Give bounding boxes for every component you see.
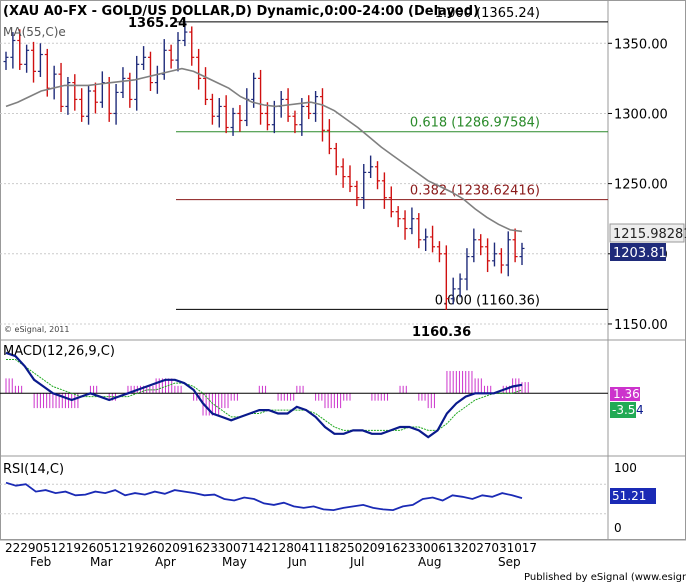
last-price-value: 1203.81 xyxy=(613,246,667,261)
ma-legend-label: MA(55,C)e xyxy=(3,25,66,39)
time-axis-day-label: 02 xyxy=(355,541,370,555)
time-axis-month-label: Jun xyxy=(287,555,307,569)
macd-last-value: 1.36 xyxy=(613,387,640,401)
chart-title: (XAU A0-FX - GOLD/US DOLLAR,D) Dynamic,0… xyxy=(3,4,479,19)
rsi-pane-title: RSI(14,C) xyxy=(3,462,64,477)
time-axis-day-label: 14 xyxy=(248,541,263,555)
time-axis-month-label: Jul xyxy=(349,555,364,569)
time-axis-day-label: 07 xyxy=(233,541,248,555)
fib-level-label: 0.618 (1286.97584) xyxy=(410,116,540,131)
macd-last-badge xyxy=(610,387,640,401)
fibonacci-levels: 1.000 (1365.24) 0.618 (1286.97584) 0.382 (… xyxy=(176,6,608,310)
price-tick-label: 1150.00 xyxy=(614,318,668,333)
period-low-label: 1160.36 xyxy=(412,325,471,340)
time-axis-day-label: 27 xyxy=(476,541,491,555)
time-axis-day-label: 13 xyxy=(446,541,461,555)
rsi-last-value: 51.21 xyxy=(612,489,646,503)
time-axis-month-label: Feb xyxy=(30,555,51,569)
ma-last-badge xyxy=(609,223,685,243)
ma-55-line xyxy=(5,67,523,233)
time-axis-day-label: 06 xyxy=(431,541,446,555)
macd-line xyxy=(5,351,523,439)
time-axis-day-label: 11 xyxy=(309,541,324,555)
time-axis-day-label: 03 xyxy=(491,541,506,555)
time-axis-day-label: 28 xyxy=(279,541,294,555)
time-axis-day-label: 17 xyxy=(522,541,537,555)
rsi-last-badge xyxy=(610,488,656,504)
signal-last-value: -3.5 xyxy=(612,403,635,417)
macd-pane-title: MACD(12,26,9,C) xyxy=(3,344,115,359)
chart-frame xyxy=(0,0,686,540)
copyright-notice: © eSignal, 2011 xyxy=(4,325,69,334)
time-axis-day-label: 05 xyxy=(35,541,50,555)
time-axis-day-label: 12 xyxy=(51,541,66,555)
rsi-axis-tick-100: 100 xyxy=(614,461,637,475)
time-axis-day-label: 19 xyxy=(127,541,142,555)
time-axis-day-label: 10 xyxy=(507,541,522,555)
time-axis-day-label: 20 xyxy=(461,541,476,555)
time-axis-day-label: 18 xyxy=(324,541,339,555)
time-axis-day-label: 23 xyxy=(400,541,415,555)
time-axis-days: 22 29 05 12 19 26 05 12 19 26 02 09 16 23 30 07 14 21 28 04… xyxy=(5,541,537,555)
time-axis-day-label: 02 xyxy=(157,541,172,555)
time-axis-day-label: 29 xyxy=(20,541,35,555)
time-axis-month-label: Aug xyxy=(418,555,441,569)
time-axis-day-label: 21 xyxy=(263,541,278,555)
time-axis-day-label: 26 xyxy=(81,541,96,555)
price-gridlines xyxy=(0,42,608,325)
publisher-footer: Published by eSignal (www.esignal.com) xyxy=(524,572,686,583)
time-axis-month-label: May xyxy=(222,555,247,569)
ma-last-value: 1215.98281 xyxy=(613,227,686,242)
time-axis-day-label: 09 xyxy=(370,541,385,555)
time-axis-day-label: 05 xyxy=(96,541,111,555)
time-axis-day-label: 30 xyxy=(415,541,430,555)
time-axis-month-label: Sep xyxy=(498,555,521,569)
time-axis-day-label: 19 xyxy=(66,541,81,555)
time-axis-month-label: Apr xyxy=(155,555,176,569)
price-tick-label: 1350.00 xyxy=(614,37,668,52)
fib-level-label: 0.382 (1238.62416) xyxy=(410,184,540,199)
time-axis-day-label: 04 xyxy=(294,541,309,555)
time-axis-months: Feb Mar Apr May Jun Jul Aug Sep xyxy=(30,555,521,569)
time-axis-day-label: 12 xyxy=(111,541,126,555)
time-axis-day-label: 16 xyxy=(187,541,202,555)
rsi-line xyxy=(5,481,523,512)
time-axis-month-label: Mar xyxy=(90,555,113,569)
time-axis-day-label: 23 xyxy=(203,541,218,555)
last-price-badge xyxy=(610,243,666,261)
price-tick-label: 1250.00 xyxy=(614,178,668,193)
fib-level-label: 1.000 (1365.24) xyxy=(435,6,540,21)
time-axis-day-label: 25 xyxy=(339,541,354,555)
signal-last-badge xyxy=(610,402,636,418)
period-high-label: 1365.24 xyxy=(128,16,187,31)
time-axis-day-label: 30 xyxy=(218,541,233,555)
time-axis-day-label: 22 xyxy=(5,541,20,555)
fib-level-label: 0.000 (1160.36) xyxy=(435,293,540,308)
signal-last-suffix: 4 xyxy=(636,403,644,417)
time-axis-day-label: 26 xyxy=(142,541,157,555)
time-axis-day-label: 09 xyxy=(172,541,187,555)
time-axis-day-label: 16 xyxy=(385,541,400,555)
rsi-axis-tick-0: 0 xyxy=(614,521,622,535)
price-tick-label: 1300.00 xyxy=(614,107,668,122)
rsi-gridlines xyxy=(0,483,608,515)
